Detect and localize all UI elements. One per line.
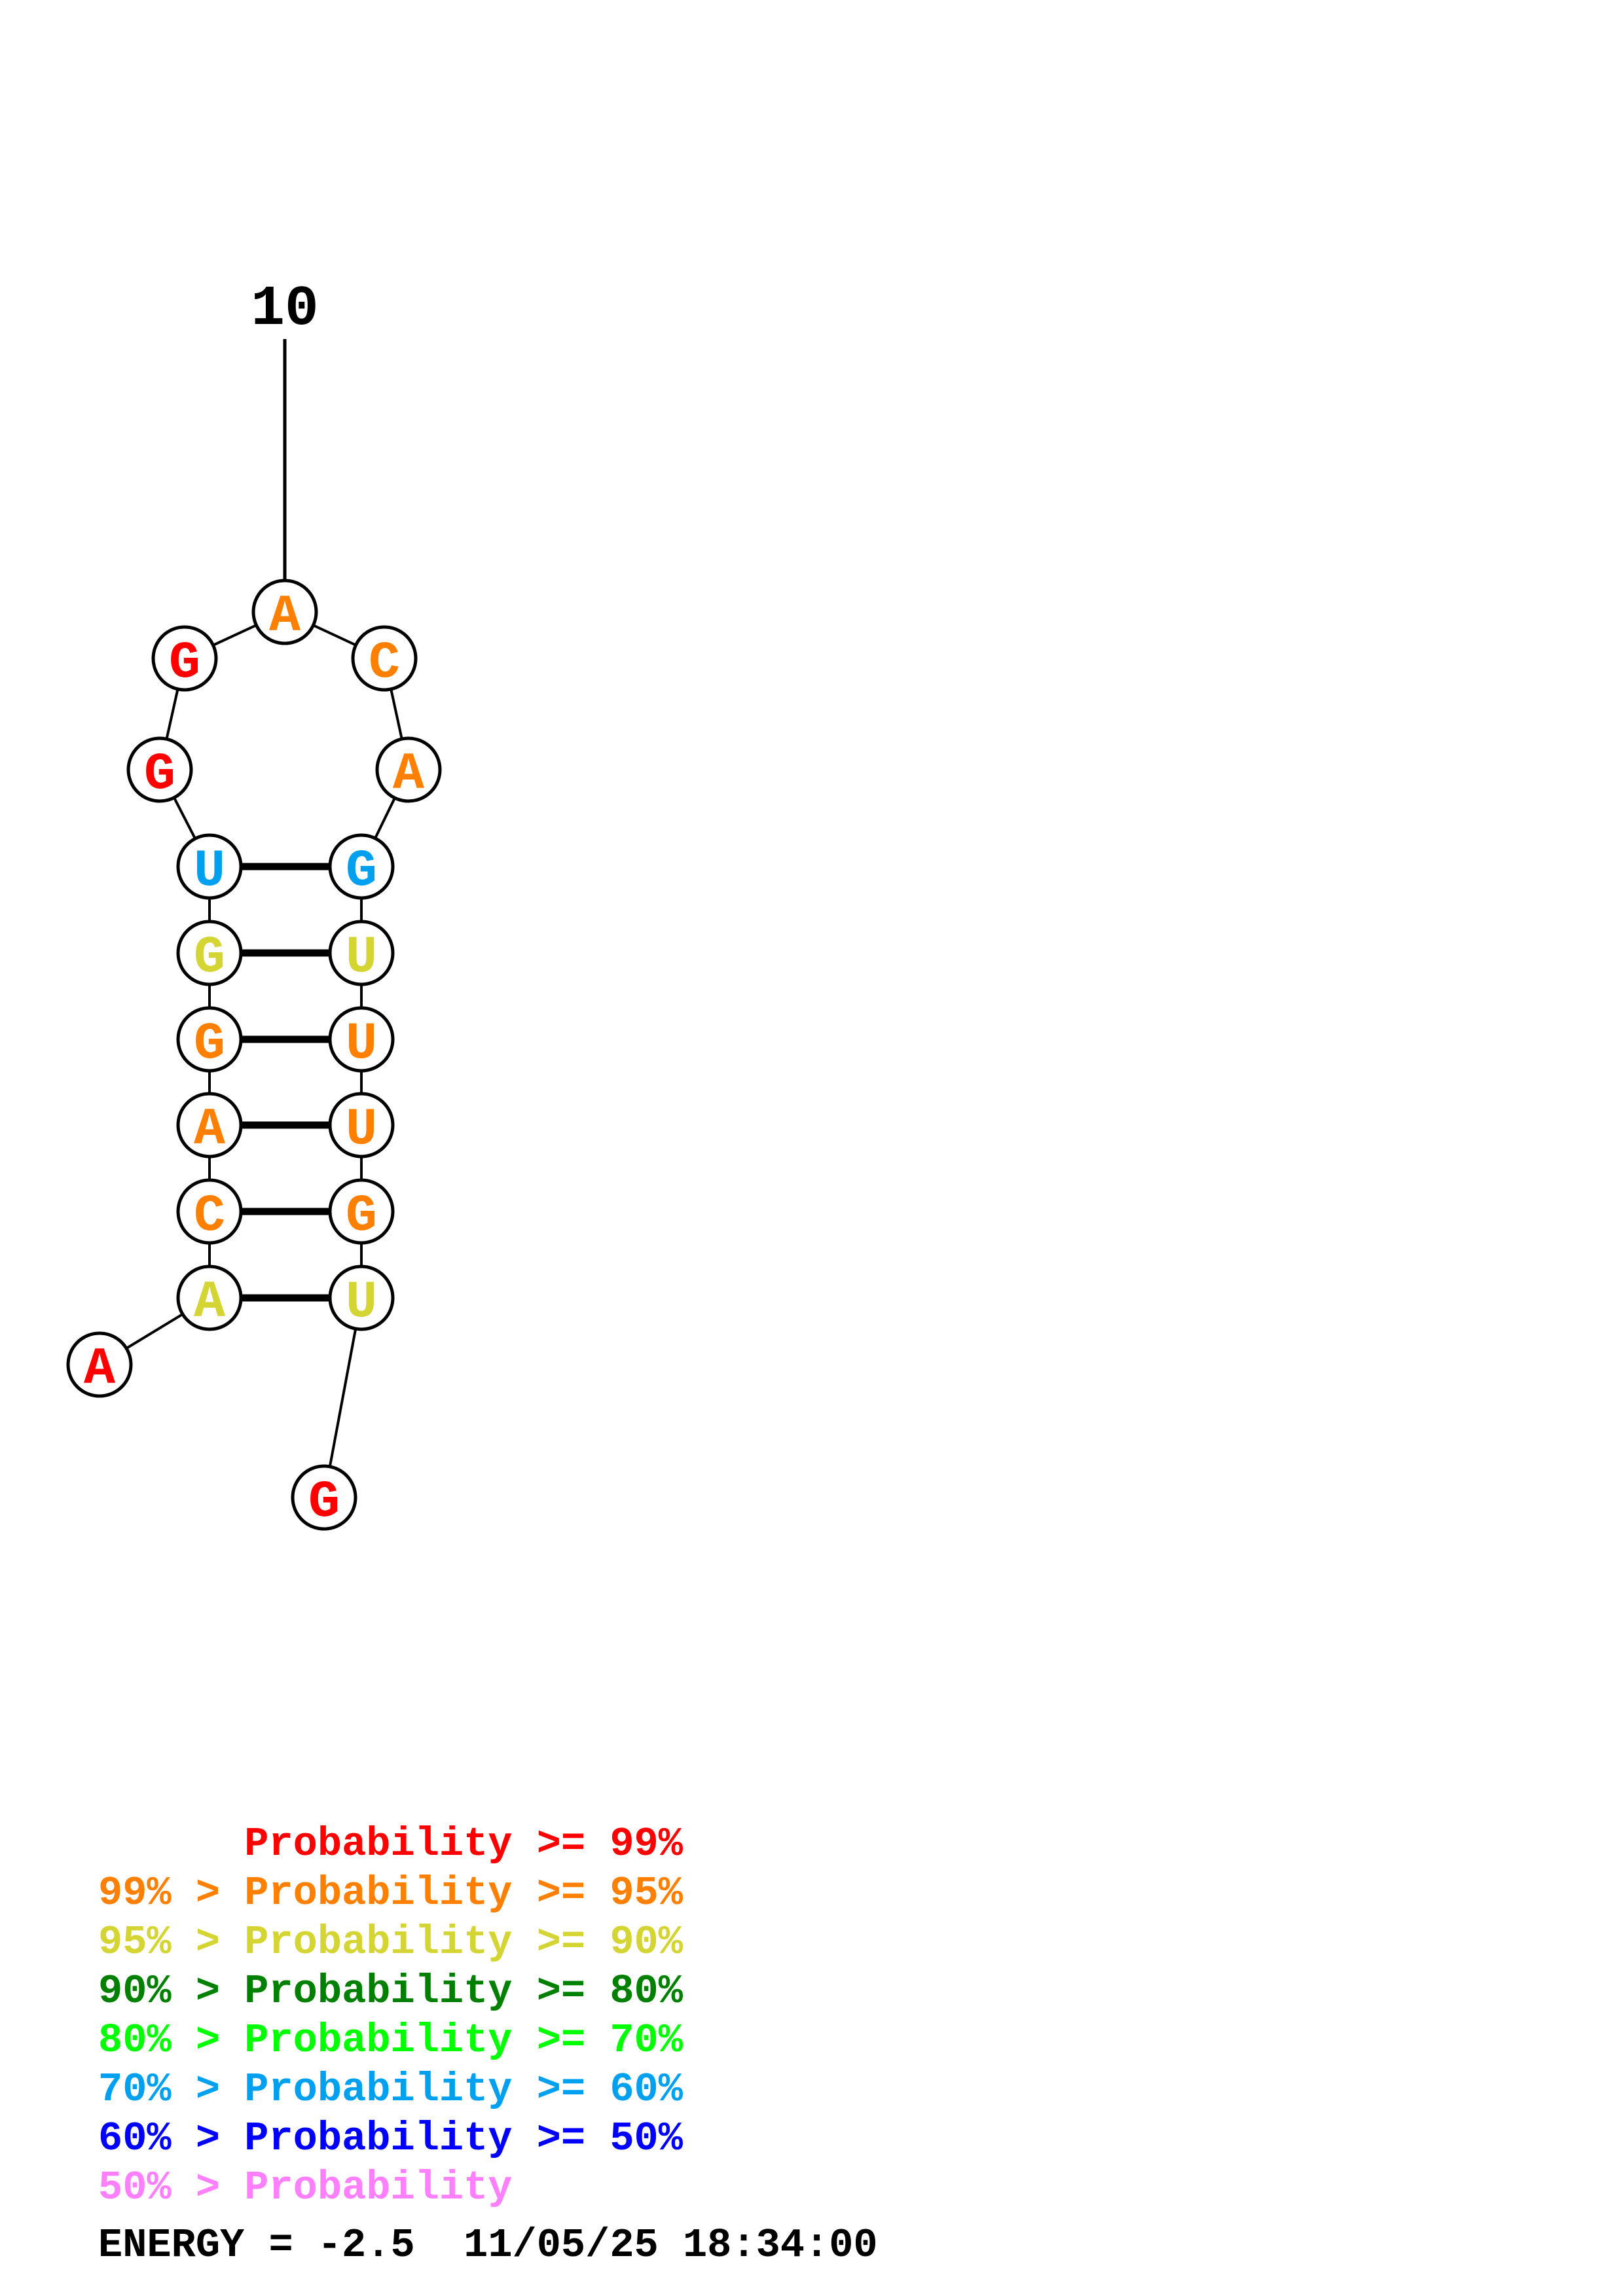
- nucleotide: A: [251, 579, 318, 647]
- legend-entry: 50% > Probability: [98, 2163, 683, 2212]
- nucleotide-letter: A: [84, 1340, 116, 1399]
- nucleotide-letter: G: [194, 1014, 225, 1074]
- legend-entry: 90% > Probability >= 80%: [98, 1967, 683, 2016]
- nucleotide-letter: G: [346, 842, 377, 901]
- nucleotide-circle: [375, 736, 442, 803]
- nucleotide-letter: C: [369, 634, 400, 693]
- nucleotide-letter: U: [346, 1014, 377, 1074]
- timestamp: 11/05/25 18:34:00: [464, 2222, 878, 2269]
- legend-prefix: 95% >: [98, 1919, 245, 1965]
- legend-text: Probability: [244, 2164, 513, 2211]
- legend-prefix: 99% >: [98, 1870, 245, 1916]
- nucleotide: C: [176, 1178, 243, 1246]
- nucleotide-circle: [328, 1006, 395, 1073]
- nucleotide: A: [375, 736, 442, 804]
- legend-text: Probability >= 80%: [244, 1968, 683, 2015]
- nucleotide-circle: [328, 833, 395, 900]
- nucleotide-circle: [176, 833, 243, 900]
- legend-text: Probability >= 70%: [244, 2017, 683, 2064]
- legend-text: Probability >= 99%: [244, 1821, 683, 1867]
- nucleotide-letter: U: [346, 1273, 377, 1333]
- nucleotide: A: [66, 1331, 133, 1399]
- nucleotide-circle: [176, 1178, 243, 1245]
- legend-entry: 95% > Probability >= 90%: [98, 1918, 683, 1967]
- legend-text: Probability >= 90%: [244, 1919, 683, 1965]
- nucleotide-letter: C: [194, 1187, 225, 1246]
- nucleotide-circle: [328, 920, 395, 986]
- legend-prefix: [98, 1821, 244, 1867]
- nucleotide: G: [151, 625, 218, 693]
- nucleotide: C: [351, 625, 418, 693]
- legend-text: Probability >= 50%: [244, 2115, 683, 2162]
- nucleotide-letter: G: [169, 634, 200, 693]
- legend-prefix: 70% >: [98, 2066, 245, 2113]
- nucleotide: G: [328, 1178, 395, 1246]
- nucleotide-circle: [176, 1092, 243, 1158]
- nucleotide: U: [328, 920, 395, 988]
- position-10-label: 10: [251, 277, 318, 341]
- nucleotide: U: [176, 833, 243, 901]
- nucleotide-circle: [176, 920, 243, 986]
- nucleotide: A: [176, 1265, 243, 1333]
- nucleotide-circle: [251, 579, 318, 645]
- nucleotide: U: [328, 1265, 395, 1333]
- legend-prefix: 50% >: [98, 2164, 245, 2211]
- legend-entry: 99% > Probability >= 95%: [98, 1869, 683, 1918]
- backbone-link: [323, 1297, 363, 1498]
- legend-entry: 70% > Probability >= 60%: [98, 2065, 683, 2114]
- nucleotide-circle: [126, 736, 193, 803]
- probability-legend: Probability >= 99% 99% > Probability >= 9…: [98, 1820, 683, 2212]
- nucleotide-circle: [176, 1006, 243, 1073]
- nucleotide-letter: A: [194, 1273, 226, 1333]
- nucleotide-circle: [176, 1265, 243, 1331]
- base-pair-bonds: [241, 863, 330, 1302]
- nucleotide-circle: [66, 1331, 133, 1398]
- legend-entry: 80% > Probability >= 70%: [98, 2016, 683, 2065]
- nucleotide-letter: A: [194, 1100, 226, 1160]
- nucleotide-letter: U: [346, 928, 377, 988]
- nucleotide-letter: G: [194, 928, 225, 988]
- nucleotide-letter: U: [194, 842, 225, 901]
- nucleotide-letter: G: [308, 1473, 340, 1532]
- nucleotide-letter: G: [144, 745, 175, 804]
- nucleotide: G: [176, 1006, 243, 1074]
- nucleotide: U: [328, 1006, 395, 1074]
- nucleotide-circle: [328, 1092, 395, 1158]
- nucleotide: G: [291, 1464, 357, 1532]
- legend-text: Probability >= 60%: [244, 2066, 683, 2113]
- nucleotide: G: [126, 736, 193, 804]
- nucleotide-letter: A: [269, 587, 301, 647]
- nucleotide-letter: A: [393, 745, 425, 804]
- legend-prefix: 90% >: [98, 1968, 245, 2015]
- legend-text: Probability >= 95%: [244, 1870, 683, 1916]
- nucleotide: G: [328, 833, 395, 901]
- nucleotide-letter: U: [346, 1100, 377, 1160]
- nucleotide-circle: [291, 1464, 357, 1531]
- nucleotide-letter: G: [346, 1187, 377, 1246]
- energy-value: ENERGY = -2.5: [98, 2222, 415, 2269]
- legend-entry: 60% > Probability >= 50%: [98, 2114, 683, 2163]
- nucleotide: U: [328, 1092, 395, 1160]
- legend-prefix: 80% >: [98, 2017, 245, 2064]
- nucleotide: A: [176, 1092, 243, 1160]
- legend-entry: Probability >= 99%: [98, 1820, 683, 1869]
- nucleotide-circle: [328, 1178, 395, 1245]
- legend-prefix: 60% >: [98, 2115, 245, 2162]
- footer: ENERGY = -2.5 11/05/25 18:34:00: [98, 2222, 878, 2269]
- nucleotide-circle: [151, 625, 218, 692]
- nucleotide-circle: [328, 1265, 395, 1331]
- nucleotide: G: [176, 920, 243, 988]
- nucleotide-circle: [351, 625, 418, 692]
